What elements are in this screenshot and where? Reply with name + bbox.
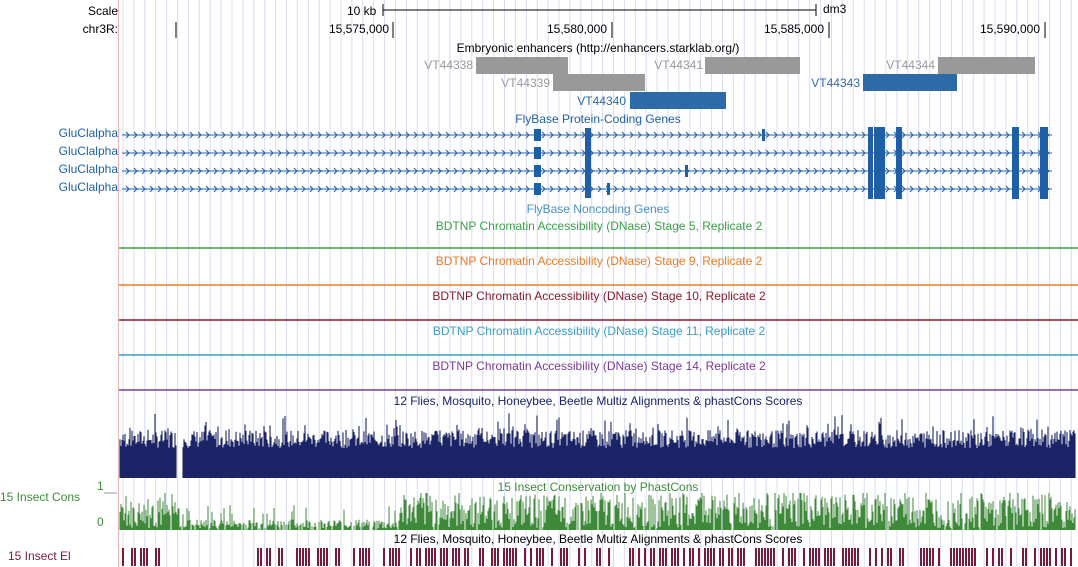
chrom-label: chr3R: <box>82 22 118 36</box>
enhancer-label-vt44338[interactable]: VT44338 <box>424 58 473 72</box>
gene-exon <box>534 129 541 141</box>
gene-exon <box>534 183 541 195</box>
multiz-track-title[interactable]: 12 Flies, Mosquito, Honeybee, Beetle Mul… <box>393 394 803 408</box>
scale-value: 10 kb <box>347 4 377 18</box>
dnase-stage5-title[interactable]: BDTNP Chromatin Accessibility (DNase) St… <box>435 219 763 233</box>
gene-exon <box>762 129 765 141</box>
enhancer-label-vt44343[interactable]: VT44343 <box>811 76 860 90</box>
panel-divider <box>118 0 119 567</box>
position-label-3: 15,585,000 <box>763 22 825 36</box>
dnase-stage9-title[interactable]: BDTNP Chromatin Accessibility (DNase) St… <box>435 254 763 268</box>
enhancer-bar-vt44341 <box>705 57 800 74</box>
enhancer-label-vt44341[interactable]: VT44341 <box>654 58 703 72</box>
gene-exon-block <box>1040 127 1048 199</box>
insect-cons-side-label[interactable]: 15 Insect Cons <box>0 490 81 504</box>
enhancer-label-vt44339[interactable]: VT44339 <box>501 76 550 90</box>
scale-label: Scale <box>87 4 118 18</box>
dnase-stage11-title[interactable]: BDTNP Chromatin Accessibility (DNase) St… <box>432 324 766 338</box>
enhancer-bar-vt44339 <box>553 74 645 91</box>
noncoding-track-title[interactable]: FlyBase Noncoding Genes <box>526 202 670 216</box>
position-label-4: 15,590,000 <box>979 22 1041 36</box>
gene-side-label-2[interactable]: GluClalpha <box>58 144 118 158</box>
gene-exon-block <box>585 128 591 198</box>
insect-el-side-label[interactable]: 15 Insect El <box>8 549 71 563</box>
position-label-2: 15,580,000 <box>546 22 608 36</box>
insect-cons-max-label: 1 <box>97 479 104 493</box>
enhancer-label-vt44340[interactable]: VT44340 <box>577 94 626 108</box>
insect-el-blocks <box>122 548 1072 566</box>
assembly-label: dm3 <box>823 2 847 16</box>
gene-exon-block <box>874 127 885 199</box>
insect-cons-histogram <box>119 493 1076 530</box>
multiz-histogram <box>119 413 1076 478</box>
insect-cons-track-title[interactable]: 15 Insect Conservation by PhastCons <box>497 480 699 494</box>
gene-side-label-4[interactable]: GluClalpha <box>58 180 118 194</box>
gene-exon-block <box>1012 127 1019 199</box>
enhancers-track-title[interactable]: Embryonic enhancers (http://enhancers.st… <box>456 41 740 55</box>
track-label-panel: Scale chr3R: GluClalpha GluClalpha GluCl… <box>0 0 118 567</box>
gene-exon <box>534 165 541 177</box>
enhancer-bar-vt44343 <box>863 74 957 91</box>
gene-exon <box>607 183 610 195</box>
enhancer-bar-vt44338 <box>476 57 568 74</box>
gene-exon-block <box>896 127 902 199</box>
gene-side-label-1[interactable]: GluClalpha <box>58 126 118 140</box>
gene-exon-block <box>868 127 873 199</box>
insect-el-track-title[interactable]: 12 Flies, Mosquito, Honeybee, Beetle Mul… <box>393 532 803 546</box>
insect-cons-min-label: 0 <box>97 515 104 529</box>
gene-exon <box>685 165 688 177</box>
enhancer-label-vt44344[interactable]: VT44344 <box>886 58 935 72</box>
dnase-stage10-title[interactable]: BDTNP Chromatin Accessibility (DNase) St… <box>432 289 766 303</box>
position-label-1: 15,575,000 <box>328 22 390 36</box>
gene-side-label-3[interactable]: GluClalpha <box>58 162 118 176</box>
enhancer-bar-vt44340 <box>630 92 726 109</box>
enhancer-bar-vt44344 <box>938 57 1035 74</box>
gene-exon <box>534 147 541 159</box>
protein-coding-track-title[interactable]: FlyBase Protein-Coding Genes <box>515 112 681 126</box>
dnase-stage14-title[interactable]: BDTNP Chromatin Accessibility (DNase) St… <box>432 359 766 373</box>
